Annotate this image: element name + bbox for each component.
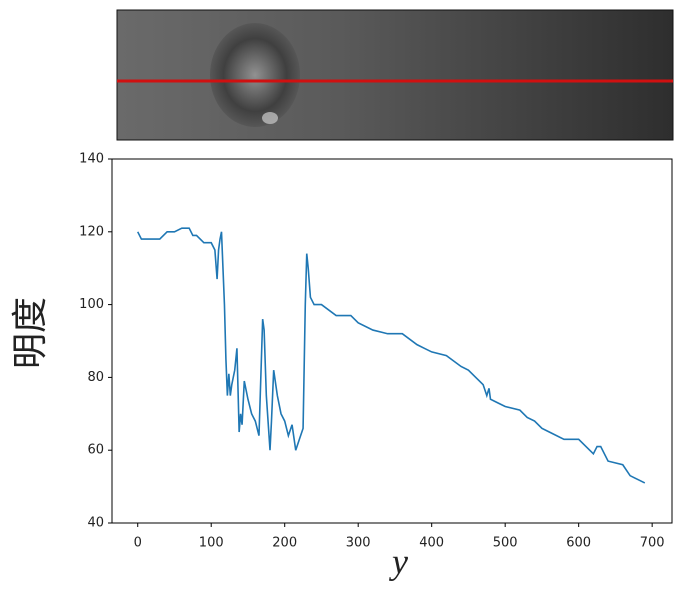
x-tick-label: 0 [134,536,142,551]
y-tick-label: 120 [79,224,104,239]
data-line [137,227,646,484]
y-tick-label: 140 [79,152,104,167]
y-tick-label: 100 [79,297,104,312]
x-axis-label: y [389,541,408,581]
x-tick-label: 400 [419,536,444,551]
camera-image [116,9,674,141]
x-tick-label: 300 [346,536,371,551]
y-tick-label: 40 [87,516,104,531]
plot-frame [111,158,673,524]
x-tick-label: 200 [272,536,297,551]
x-tick-label: 700 [640,536,665,551]
y-tick-label: 80 [87,370,104,385]
y-tick-label: 60 [87,443,104,458]
y-axis-label: 明度 [10,297,51,369]
x-tick-label: 600 [566,536,591,551]
x-tick-label: 100 [199,536,224,551]
x-tick-label: 500 [493,536,518,551]
